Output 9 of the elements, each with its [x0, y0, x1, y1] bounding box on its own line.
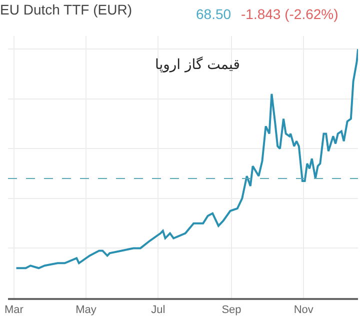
x-tick-label: Mar: [4, 304, 24, 316]
text: 68.50: [196, 6, 232, 22]
x-tick-label: May: [76, 304, 97, 316]
x-tick-label: Sep: [222, 304, 242, 316]
chart-title: EU Dutch TTF (EUR): [0, 2, 132, 18]
x-tick-label: Jul: [151, 304, 166, 316]
x-tick-label: Nov: [294, 304, 314, 316]
text: -1.843 (-2.62%): [241, 6, 338, 22]
text: قیمت گاز اروپا: [155, 56, 240, 73]
